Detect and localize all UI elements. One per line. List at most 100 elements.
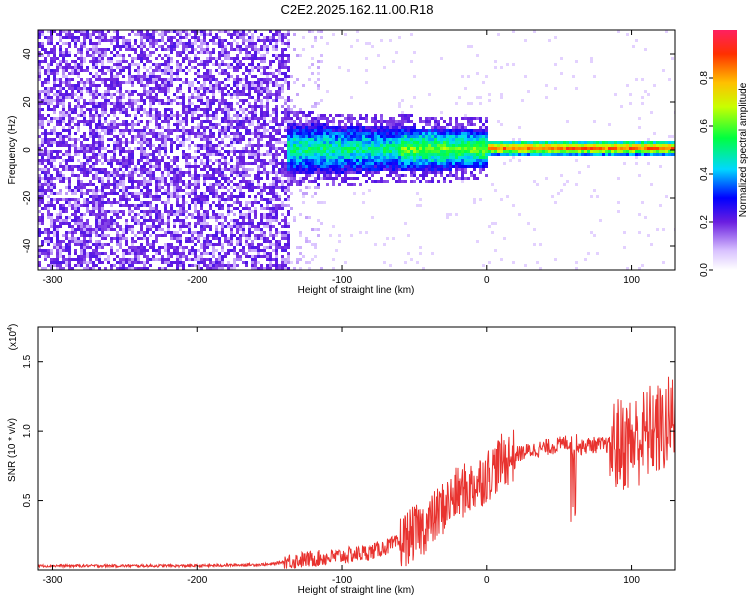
heatmap-cell	[194, 198, 197, 201]
heatmap-cell	[155, 219, 158, 222]
heatmap-cell	[146, 183, 149, 186]
heatmap-cell	[344, 174, 347, 177]
heatmap-cell	[293, 132, 296, 135]
heatmap-cell	[257, 249, 260, 252]
heatmap-cell	[242, 126, 245, 129]
heatmap-cell	[305, 165, 308, 168]
heatmap-cell	[62, 36, 65, 39]
heatmap-cell	[149, 174, 152, 177]
heatmap-cell	[188, 195, 191, 198]
heatmap-cell	[338, 171, 341, 174]
heatmap-cell	[236, 225, 239, 228]
heatmap-cell	[68, 138, 71, 141]
heatmap-cell	[47, 78, 50, 81]
heatmap-cell	[155, 111, 158, 114]
heatmap-cell	[44, 255, 47, 258]
heatmap-cell	[173, 192, 176, 195]
heatmap-cell	[281, 246, 284, 249]
heatmap-cell	[116, 267, 119, 270]
heatmap-cell	[95, 45, 98, 48]
heatmap-cell	[41, 153, 44, 156]
heatmap-cell	[287, 222, 290, 225]
heatmap-cell	[317, 201, 320, 204]
heatmap-cell	[116, 123, 119, 126]
heatmap-cell	[167, 102, 170, 105]
heatmap-cell	[56, 240, 59, 243]
heatmap-cell	[221, 249, 224, 252]
heatmap-cell	[215, 219, 218, 222]
heatmap-cell	[95, 87, 98, 90]
heatmap-cell	[269, 171, 272, 174]
heatmap-cell	[218, 51, 221, 54]
heatmap-cell	[227, 54, 230, 57]
heatmap-cell	[209, 264, 212, 267]
heatmap-cell	[239, 237, 242, 240]
heatmap-cell	[260, 78, 263, 81]
heatmap-cell	[254, 198, 257, 201]
heatmap-cell	[206, 102, 209, 105]
heatmap-cell	[86, 168, 89, 171]
heatmap-cell	[176, 192, 179, 195]
heatmap-cell	[176, 66, 179, 69]
heatmap-cell	[89, 123, 92, 126]
heatmap-cell	[179, 87, 182, 90]
heatmap-cell	[287, 126, 290, 129]
heatmap-cell	[95, 72, 98, 75]
heatmap-cell	[116, 117, 119, 120]
heatmap-cell	[71, 90, 74, 93]
heatmap-cell	[275, 198, 278, 201]
heatmap-cell	[188, 225, 191, 228]
heatmap-cell	[266, 90, 269, 93]
heatmap-cell	[62, 66, 65, 69]
heatmap-cell	[212, 174, 215, 177]
heatmap-cell	[119, 150, 122, 153]
heatmap-cell	[68, 147, 71, 150]
heatmap-cell	[107, 126, 110, 129]
heatmap-cell	[164, 243, 167, 246]
heatmap-cell	[125, 267, 128, 270]
heatmap-cell	[59, 243, 62, 246]
heatmap-cell	[341, 165, 344, 168]
heatmap-cell	[332, 183, 335, 186]
heatmap-cell	[104, 243, 107, 246]
heatmap-cell	[167, 84, 170, 87]
heatmap-cell	[137, 183, 140, 186]
heatmap-cell	[44, 138, 47, 141]
heatmap-cell	[179, 39, 182, 42]
heatmap-cell	[221, 147, 224, 150]
heatmap-cell	[113, 108, 116, 111]
heatmap-cell	[50, 69, 53, 72]
heatmap-cell	[119, 102, 122, 105]
heatmap-cell	[137, 174, 140, 177]
heatmap-cell	[77, 207, 80, 210]
heatmap-cell	[260, 93, 263, 96]
heatmap-cell	[194, 171, 197, 174]
heatmap-cell	[302, 255, 305, 258]
heatmap-cell	[269, 228, 272, 231]
heatmap-cell	[98, 216, 101, 219]
heatmap-cell	[179, 168, 182, 171]
heatmap-cell	[92, 51, 95, 54]
heatmap-cell	[245, 186, 248, 189]
heatmap-cell	[176, 237, 179, 240]
heatmap-cell	[74, 108, 77, 111]
heatmap-cell	[122, 102, 125, 105]
heatmap-cell	[107, 183, 110, 186]
heatmap-cell	[206, 264, 209, 267]
heatmap-cell	[191, 183, 194, 186]
heatmap-cell	[101, 33, 104, 36]
heatmap-cell	[59, 213, 62, 216]
heatmap-cell	[209, 132, 212, 135]
heatmap-cell	[59, 189, 62, 192]
heatmap-cell	[200, 108, 203, 111]
heatmap-cell	[143, 102, 146, 105]
heatmap-cell	[128, 66, 131, 69]
heatmap-cell	[116, 183, 119, 186]
heatmap-cell	[287, 234, 290, 237]
heatmap-cell	[116, 171, 119, 174]
heatmap-cell	[131, 258, 134, 261]
heatmap-cell	[59, 33, 62, 36]
heatmap-cell	[152, 159, 155, 162]
heatmap-cell	[47, 54, 50, 57]
heatmap-cell	[197, 99, 200, 102]
